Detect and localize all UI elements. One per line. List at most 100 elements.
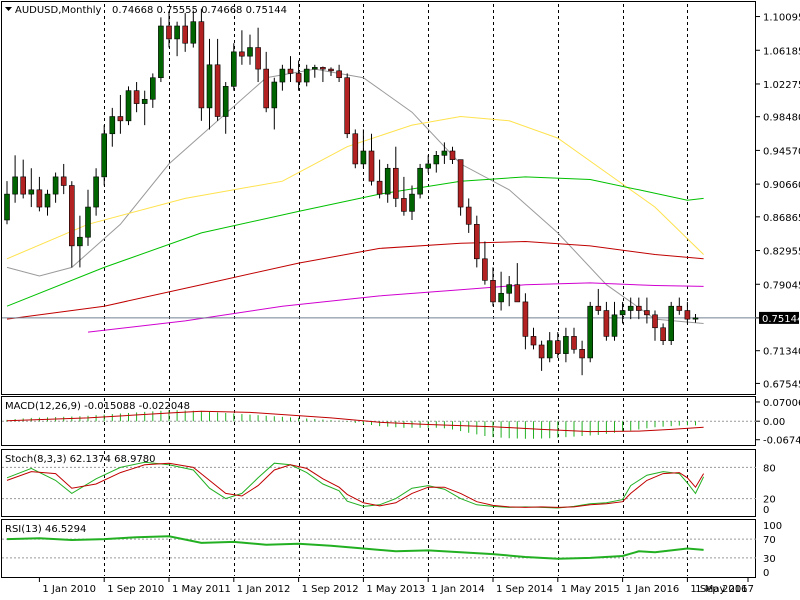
ma200-line <box>6 240 704 320</box>
stoch-tick-label: 0 <box>763 505 769 516</box>
candle-body <box>530 336 537 346</box>
price-panel <box>2 8 756 376</box>
candle-body <box>554 340 561 354</box>
candle-body <box>125 90 132 122</box>
current-price-box <box>759 311 799 324</box>
candle-body <box>490 280 496 303</box>
candle-body <box>465 206 472 225</box>
rsi-tick-label: 0 <box>763 568 769 579</box>
time-tick-label: 1 Jan 2014 <box>431 584 485 595</box>
candle-body <box>222 86 229 117</box>
candle-body <box>239 51 245 57</box>
candle-body <box>101 133 107 178</box>
ma50-line <box>6 115 704 260</box>
candle-body <box>401 198 407 212</box>
candle-body <box>352 133 359 165</box>
candle-body <box>158 25 164 79</box>
candle-body <box>441 150 448 156</box>
candle-body <box>174 25 180 40</box>
candle-body <box>473 223 480 260</box>
time-tick-label: 1 Sep 2014 <box>496 584 553 595</box>
candle-body <box>44 193 51 208</box>
candle-body <box>384 167 391 195</box>
macd-tick-label: 0.070069 <box>763 398 800 409</box>
candle-body <box>692 317 699 320</box>
rsi-tick-label: 100 <box>763 521 782 532</box>
stoch-tick-label: 80 <box>763 463 776 474</box>
time-tick-label: 1 Jan 2012 <box>237 584 291 595</box>
candle-body <box>684 310 691 320</box>
candle-body <box>311 67 318 70</box>
candle-body <box>85 206 91 238</box>
rsi-panel-border <box>1 519 756 578</box>
macd-label: MACD(12,26,9) -0.015088 -0.022048 <box>5 401 190 412</box>
candle-body <box>595 305 602 311</box>
time-tick-label: 1 May 2015 <box>561 584 620 595</box>
time-tick-label: 1 Sep 2016 <box>690 584 747 595</box>
candle-body <box>392 167 399 199</box>
candle-body <box>563 336 569 354</box>
candle-body <box>93 176 99 208</box>
candle-body <box>12 176 18 195</box>
candle-body <box>4 193 10 221</box>
candle-body <box>279 68 286 83</box>
vertical-grid <box>104 4 688 576</box>
stoch-label: Stoch(8,3,3) 62.1374 68.9780 <box>5 454 156 465</box>
candle-body <box>368 150 375 182</box>
collapse-triangle-icon[interactable] <box>5 7 12 11</box>
ohlc-label: 0.74668 0.75555 0.74668 0.75144 <box>112 5 287 16</box>
candle-body <box>627 305 634 311</box>
candle-body <box>320 67 326 70</box>
candle-body <box>69 185 75 247</box>
rsi-line <box>6 535 704 560</box>
candle-body <box>546 340 553 359</box>
candle-body <box>60 176 67 186</box>
time-tick-label: 1 Jan 2016 <box>626 584 680 595</box>
macd-signal-line <box>6 410 704 433</box>
candle-body <box>247 47 253 57</box>
candle-body <box>150 77 156 100</box>
candle-body <box>571 336 577 350</box>
candle-body <box>644 310 650 316</box>
panel-borders <box>1 1 756 578</box>
candle-body <box>433 155 440 165</box>
candle-body <box>522 301 529 337</box>
candle-body <box>619 310 626 316</box>
candle-body <box>52 176 59 195</box>
candle-body <box>417 167 423 195</box>
rsi-tick-label: 30 <box>763 554 776 565</box>
candle-body <box>668 305 675 341</box>
candle-body <box>611 314 618 337</box>
candle-body <box>328 68 334 72</box>
candle-body <box>635 305 642 311</box>
candle-body <box>514 284 521 303</box>
candle-body <box>166 25 172 40</box>
candle-body <box>295 73 302 83</box>
time-tick-label: 1 May 2013 <box>366 584 425 595</box>
price-tick-label: 0.82955 <box>763 247 800 258</box>
candle-body <box>206 64 213 109</box>
candle-body <box>449 150 456 160</box>
stoch-panel <box>2 461 756 509</box>
price-tick-label: 1.02275 <box>763 80 800 91</box>
candle-body <box>109 116 116 135</box>
candle-body <box>263 68 270 109</box>
stoch-main-line <box>6 461 705 509</box>
time-tick-label: 1 May 2017 <box>695 584 754 595</box>
symbol-label: AUDUSD,Monthly <box>15 5 102 16</box>
time-tick-label: 1 Jan 2010 <box>42 584 96 595</box>
candle-body <box>133 90 140 104</box>
time-tick-label: 1 Sep 2010 <box>107 584 164 595</box>
price-tick-label: 0.67545 <box>763 379 800 390</box>
candle-body <box>425 163 432 169</box>
candle-body <box>336 70 342 79</box>
ma300-line <box>87 282 704 333</box>
candle-body <box>231 51 237 87</box>
candle-body <box>676 305 683 311</box>
